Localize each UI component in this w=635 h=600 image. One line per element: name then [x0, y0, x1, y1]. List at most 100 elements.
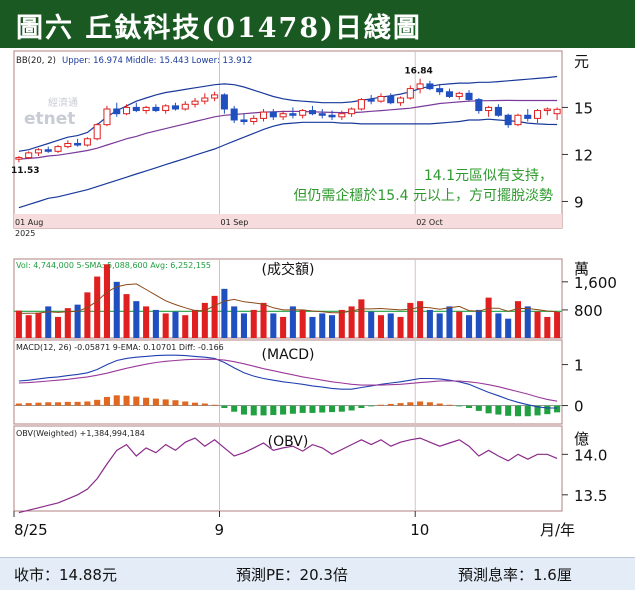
volume-sma-line	[18, 283, 558, 314]
candle-body	[397, 97, 405, 104]
volume-bar	[534, 311, 541, 338]
volume-bar	[240, 313, 247, 338]
macd-hist-bar	[221, 405, 228, 409]
macd-hist-bar	[94, 399, 101, 406]
macd-hist-bar	[289, 405, 296, 414]
macd-legend: MACD(12, 26) -0.05871 9-EMA: 0.10701 Dif…	[16, 343, 224, 352]
macd-hist-bar	[466, 405, 473, 409]
candle-body	[308, 110, 316, 115]
macd-hist-bar	[280, 405, 287, 415]
macd-hist-bar	[554, 405, 561, 413]
candle-body	[377, 95, 385, 102]
date-label: 01 Aug	[15, 218, 43, 227]
candle-body	[83, 138, 91, 146]
volume-bar	[368, 311, 375, 338]
volume-bar	[152, 309, 159, 338]
macd-hist-bar	[172, 400, 179, 406]
volume-bar	[35, 312, 42, 338]
candle-body	[328, 114, 336, 118]
volume-bar	[64, 308, 71, 338]
volume-legend: Vol: 4,744,000 5-SMA: 5,088,600 Avg: 6,2…	[16, 261, 211, 270]
candle-body	[543, 108, 551, 112]
macd-hist-bar	[534, 405, 541, 416]
volume-bar	[495, 313, 502, 338]
candle-body	[171, 105, 179, 110]
panel-frame-3	[13, 425, 563, 512]
macd-panel: MACD(12, 26) -0.05871 9-EMA: 0.10701 Dif…	[14, 343, 584, 417]
macd-line	[18, 354, 558, 409]
macd-hist-bar	[299, 405, 306, 413]
macd-hist-bar	[211, 404, 218, 406]
volume-bar	[426, 309, 433, 338]
macd-hist-bar	[358, 405, 365, 409]
macd-hist-bar	[15, 403, 22, 406]
candle-body	[132, 106, 140, 112]
chart-title: 圖六 丘鈦科技(01478)日綫圖	[16, 13, 422, 44]
candle-body	[250, 117, 258, 123]
x-axis-unit: 月/年	[540, 521, 575, 539]
macd-hist-bar	[338, 405, 345, 412]
macd-hist-bar	[544, 405, 551, 415]
candle-body	[426, 83, 434, 90]
volume-panel: Vol: 4,744,000 5-SMA: 5,088,600 Avg: 6,2…	[14, 260, 617, 338]
macd-hist-bar	[133, 396, 140, 406]
volume-bar	[505, 318, 512, 338]
candle-body	[113, 108, 121, 115]
macd-hist-bar	[162, 399, 169, 406]
macd-hist-bar	[84, 401, 91, 406]
x-axis-label: 10	[410, 521, 429, 539]
macd-hist-bar	[25, 403, 32, 406]
candle-body	[44, 149, 52, 152]
macd-hist-bar	[143, 397, 150, 406]
volume-bar	[466, 315, 473, 338]
macd-hist-bar	[260, 405, 267, 416]
volume-bar	[407, 302, 414, 338]
macd-ytick-1-label: 1	[574, 357, 584, 375]
bb-upper-line	[18, 75, 558, 152]
macd-ytick-0-label: 0	[574, 398, 584, 416]
macd-hist-bar	[319, 405, 326, 413]
candle-body	[15, 157, 23, 160]
volume-bar	[348, 306, 355, 338]
candle-body	[436, 88, 444, 93]
candle-body	[74, 142, 82, 146]
volume-bar	[84, 292, 91, 338]
macd-hist-bar	[397, 403, 404, 406]
volume-bar	[456, 311, 463, 338]
low-annotation: 11.53	[11, 166, 39, 176]
volume-bar	[172, 311, 179, 338]
candle-body	[367, 99, 375, 102]
volume-bar	[221, 288, 228, 338]
macd-hist-bar	[514, 405, 521, 417]
volume-bar	[192, 309, 199, 338]
candle-body	[514, 114, 522, 126]
price-ytick-9-label: 9	[574, 193, 584, 211]
macd-hist-bar	[456, 405, 463, 407]
volume-bar	[319, 313, 326, 338]
macd-hist-bar	[152, 398, 159, 406]
volume-bar	[338, 309, 345, 338]
volume-bar	[45, 306, 52, 338]
volume-bar	[103, 264, 110, 338]
candle-body	[445, 91, 453, 97]
candle-body	[416, 83, 424, 90]
date-label: 01 Sep	[221, 218, 249, 227]
macd-hist-bar	[55, 402, 62, 406]
volume-bar	[299, 309, 306, 338]
volume-bar	[514, 301, 521, 338]
obv-panel: OBV(Weighted) +1,384,994,184 (OBV) 億14.0 13…	[16, 429, 607, 514]
candle-body	[123, 106, 131, 115]
volume-bar	[329, 315, 336, 338]
obv-ytick-13.5-label: 13.5	[574, 487, 607, 505]
macd-hist-bar	[201, 403, 208, 406]
volume-bar	[436, 313, 443, 338]
macd-title: (MACD)	[262, 347, 315, 363]
candle-body	[553, 108, 561, 115]
volume-bar	[211, 295, 218, 338]
candle-body	[162, 105, 170, 112]
volume-title: (成交額)	[262, 261, 315, 278]
macd-hist-bar	[240, 405, 247, 415]
volume-ytick-1600-label: 1,600	[574, 274, 617, 292]
